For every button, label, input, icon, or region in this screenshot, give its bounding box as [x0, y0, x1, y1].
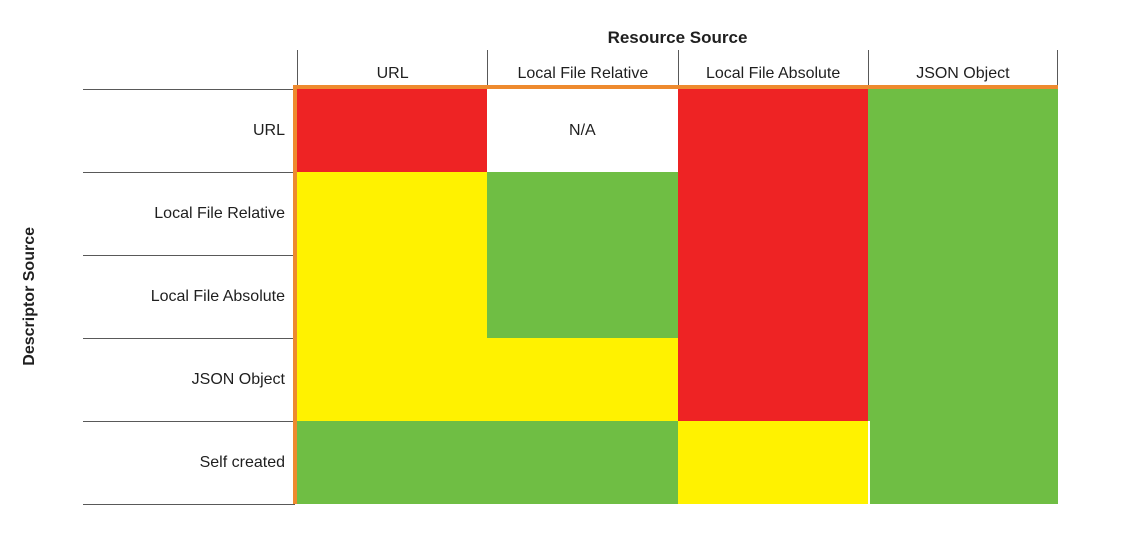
row-axis-title-label: Descriptor Source	[21, 227, 38, 366]
matrix-cell	[297, 421, 488, 504]
matrix-cell	[867, 89, 1058, 172]
matrix-cell	[487, 421, 678, 504]
row-label-url: URL	[83, 89, 295, 172]
column-axis-title: Resource Source	[607, 28, 748, 47]
row-label-self-created: Self created	[83, 421, 295, 504]
matrix-cell	[487, 172, 678, 255]
row-label-local-file-relative: Local File Relative	[83, 172, 295, 255]
matrix-cell	[867, 338, 1058, 421]
column-header-local-file-absolute: Local File Absolute	[677, 50, 868, 89]
matrix-cell-na: N/A	[487, 89, 678, 172]
column-header-local-file-relative: Local File Relative	[487, 50, 677, 89]
matrix-cell	[677, 255, 868, 338]
matrix-cell	[867, 421, 1058, 504]
matrix-cell	[677, 338, 868, 421]
column-header-url: URL	[297, 50, 487, 89]
matrix-cell	[297, 338, 488, 421]
matrix-cell	[297, 172, 488, 255]
matrix-cell	[867, 172, 1058, 255]
matrix-cell	[677, 172, 868, 255]
matrix-grid: N/A	[293, 85, 1058, 504]
matrix-cell	[677, 421, 868, 504]
matrix-cell	[867, 255, 1058, 338]
matrix-cell	[487, 255, 678, 338]
matrix-cell	[487, 338, 678, 421]
matrix-cell	[297, 255, 488, 338]
row-label-json-object: JSON Object	[83, 338, 295, 421]
matrix-cell	[297, 89, 488, 172]
row-labels: URL Local File Relative Local File Absol…	[83, 89, 295, 505]
row-axis-title: Descriptor Source	[15, 89, 45, 504]
column-headers: URL Local File Relative Local File Absol…	[297, 50, 1058, 89]
row-label-local-file-absolute: Local File Absolute	[83, 255, 295, 338]
matrix-cell	[677, 89, 868, 172]
column-header-json-object: JSON Object	[867, 50, 1058, 89]
